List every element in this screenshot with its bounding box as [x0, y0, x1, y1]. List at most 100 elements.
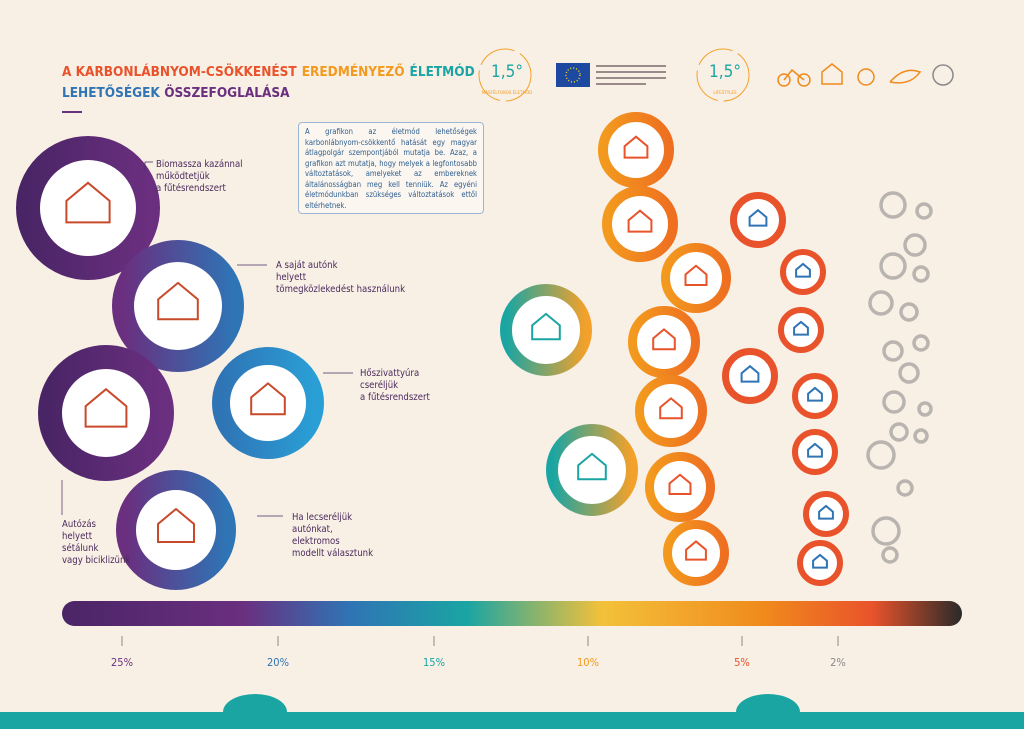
option-icon — [740, 364, 760, 383]
label-line: Biomassza kazánnal — [156, 159, 243, 170]
deco — [736, 694, 800, 729]
label-line: sétálunk — [62, 543, 99, 554]
logo-value: 1,5° — [709, 62, 741, 82]
label-line: helyett — [276, 272, 307, 283]
deco-circle — [899, 302, 919, 322]
option-icon — [157, 281, 199, 321]
label-line: vagy biciklizünk — [62, 555, 130, 566]
logo-caption: LIFESTYLES — [713, 90, 737, 96]
label-line: Hőszivattyúra — [360, 368, 419, 379]
option-label-text: Hőszivattyúra cseréljük a fűtésrendszert — [360, 368, 431, 403]
deco-circle — [898, 362, 920, 384]
label-line: helyett — [62, 531, 93, 542]
deco-circle — [913, 428, 929, 444]
label-line: tömegközlekedést használunk — [276, 284, 405, 295]
footer-band — [0, 712, 1024, 729]
option-icon — [793, 320, 809, 336]
option-ring — [500, 284, 592, 376]
deco-circle — [866, 440, 896, 470]
option-ring — [112, 240, 244, 372]
label-line: autónkat, — [292, 524, 333, 535]
deco-circle — [896, 479, 914, 497]
option-ring — [16, 136, 160, 280]
logo: 1,5° MÁSFÉLFOKOS ÉLETMÓD 1,5° LIFESTYLES — [478, 48, 750, 102]
deco-circle — [912, 334, 930, 352]
option-icon — [684, 264, 708, 286]
option-label: Biomassza kazánnal működtetjük a fűtésrend… — [156, 159, 243, 194]
option-ring — [663, 520, 729, 586]
option-ring — [116, 470, 236, 590]
option-icon — [627, 209, 653, 233]
option-ring — [645, 452, 715, 522]
label-line: Autózás — [62, 519, 97, 530]
option-icon — [795, 262, 811, 278]
tick-label: 20% — [267, 656, 289, 669]
option-ring — [730, 192, 786, 248]
option-ring — [792, 429, 838, 475]
option-label-text: A saját autónk helyett tömegközlekedést ha… — [276, 260, 405, 295]
label-line: működtetjük — [156, 171, 210, 182]
title-word: A KARBONLÁBNYOM-CSÖKKENÉST — [62, 62, 297, 80]
option-ring — [602, 186, 678, 262]
deco-circle — [889, 422, 909, 442]
option-icon — [748, 208, 768, 227]
scale-bar — [62, 601, 962, 626]
option-ring — [661, 243, 731, 313]
logo-value: 1,5° — [491, 62, 523, 82]
deco-circle — [882, 390, 906, 414]
option-icon — [84, 387, 128, 428]
tick-label: 25% — [111, 656, 133, 669]
option-icon — [531, 312, 561, 341]
option-icon — [652, 328, 676, 351]
option-ring — [212, 347, 324, 459]
option-label: A saját autónk helyett tömegközlekedést ha… — [276, 260, 405, 295]
label-line: a fűtésrendszert — [156, 183, 227, 194]
option-icon — [623, 135, 649, 159]
option-ring — [546, 424, 638, 516]
deco-circle — [915, 202, 933, 220]
deco-circle — [903, 233, 927, 257]
option-icon — [668, 473, 692, 495]
label-line: A saját autónk — [276, 260, 338, 271]
label-line: cseréljük — [360, 380, 398, 391]
deco-circle — [879, 252, 907, 280]
option-label: Autózás helyett sétálunk vagy biciklizünk — [62, 519, 130, 566]
option-ring — [778, 307, 824, 353]
option-label: Ha lecseréljük autónkat, elektromos modellt… — [292, 512, 373, 559]
option-ring — [628, 306, 700, 378]
label-line: Ha lecseréljük — [292, 512, 352, 523]
option-ring — [780, 249, 826, 295]
option-label-text: Ha lecseréljük autónkat, elektromos modellt… — [292, 512, 373, 559]
deco-circle — [917, 401, 933, 417]
label-line: a fűtésrendszert — [360, 392, 431, 403]
deco — [223, 694, 287, 729]
option-icon — [65, 181, 111, 224]
description: A grafikon az életmód lehetőségek karbon… — [298, 122, 484, 214]
tick-label: 5% — [734, 656, 750, 669]
option-icon — [807, 386, 823, 402]
title-word: EREDMÉNYEZŐ — [302, 62, 405, 80]
option-ring — [792, 373, 838, 419]
tick-label: 2% — [830, 656, 846, 669]
option-icon — [685, 540, 707, 561]
option-icon — [577, 452, 607, 481]
option-ring — [635, 375, 707, 447]
option-icon — [818, 504, 834, 520]
title-word: ÉLETMÓD — [410, 62, 475, 80]
option-icon — [659, 397, 683, 420]
connectors — [61, 161, 353, 517]
label-line: modellt választunk — [292, 548, 373, 559]
option-icon — [807, 442, 823, 458]
option-ring — [722, 348, 778, 404]
tick-label: 10% — [577, 656, 599, 669]
logo-caption: MÁSFÉLFOKOS ÉLETMÓD — [482, 88, 533, 96]
deco-circle — [879, 191, 907, 219]
option-icon — [250, 382, 286, 416]
option-icon — [812, 553, 828, 569]
deco-circle — [882, 340, 904, 362]
title-line-1: A KARBONLÁBNYOM-CSÖKKENÉST EREDMÉNYEZŐ ÉLE… — [62, 62, 475, 80]
label-line: elektromos — [292, 536, 340, 547]
deco-circle — [871, 516, 901, 546]
option-ring — [797, 540, 843, 586]
deco-circle — [868, 290, 894, 316]
